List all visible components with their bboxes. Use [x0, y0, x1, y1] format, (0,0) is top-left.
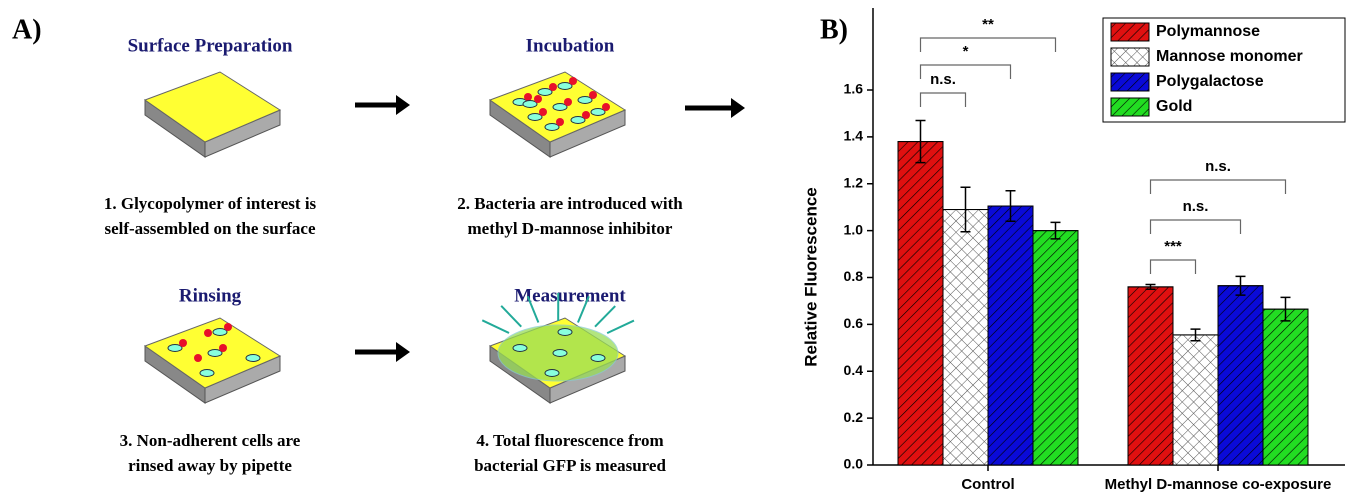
mannose-dot — [556, 118, 564, 126]
legend-label: Gold — [1156, 98, 1192, 115]
ray — [595, 306, 615, 327]
panel-label: A) — [12, 14, 42, 45]
step-caption: 3. Non-adherent cells are — [120, 431, 301, 450]
step-caption: 4. Total fluorescence from — [476, 431, 663, 450]
step-caption: rinsed away by pipette — [128, 456, 292, 475]
bacterium — [578, 97, 592, 104]
y-tick-label: 0.6 — [844, 315, 864, 331]
mannose-dot — [534, 95, 542, 103]
significance-label: * — [963, 43, 969, 60]
y-tick-label: 1.4 — [844, 128, 864, 144]
bacterium — [591, 355, 605, 362]
significance-bracket — [921, 38, 1056, 52]
step-caption: self-assembled on the surface — [104, 219, 316, 238]
bacterium — [558, 329, 572, 336]
y-axis-label: Relative Fluorescence — [801, 187, 820, 367]
significance-bracket — [1151, 260, 1196, 274]
mannose-dot — [224, 323, 232, 331]
bar-pattern — [1218, 286, 1263, 465]
legend-label: Polymannose — [1156, 23, 1260, 40]
y-tick-label: 0.2 — [844, 409, 864, 425]
step-title: Surface Preparation — [128, 35, 293, 56]
arrow-head — [396, 342, 410, 362]
significance-label: n.s. — [930, 71, 956, 88]
legend-label: Mannose monomer — [1156, 48, 1303, 65]
y-tick-label: 1.2 — [844, 174, 864, 190]
mannose-dot — [582, 111, 590, 119]
step-caption: methyl D-mannose inhibitor — [468, 219, 673, 238]
mannose-dot — [204, 329, 212, 337]
bacterium — [545, 124, 559, 131]
bacterium — [591, 109, 605, 116]
bar-pattern — [988, 206, 1033, 465]
significance-label: *** — [1164, 238, 1182, 255]
mannose-dot — [179, 339, 187, 347]
bacterium — [213, 329, 227, 336]
bacterium — [168, 345, 182, 352]
legend-swatch-pattern — [1111, 98, 1149, 116]
mannose-dot — [564, 98, 572, 106]
y-tick-label: 1.0 — [844, 221, 864, 237]
legend-label: Polygalactose — [1156, 73, 1264, 90]
mannose-dot — [194, 354, 202, 362]
significance-label: ** — [982, 16, 994, 33]
bacterium — [538, 89, 552, 96]
mannose-dot — [539, 108, 547, 116]
mannose-dot — [219, 344, 227, 352]
arrow-head — [731, 98, 745, 118]
significance-label: n.s. — [1183, 198, 1209, 215]
mannose-dot — [589, 91, 597, 99]
bar-pattern — [1263, 309, 1308, 465]
y-tick-label: 0.4 — [844, 362, 864, 378]
legend-swatch-pattern — [1111, 73, 1149, 91]
bar-pattern — [898, 142, 943, 465]
mannose-dot — [549, 83, 557, 91]
mannose-dot — [569, 77, 577, 85]
bacterium — [523, 101, 537, 108]
bar-pattern — [1033, 231, 1078, 465]
step-caption: bacterial GFP is measured — [474, 456, 666, 475]
step-caption: 2. Bacteria are introduced with — [457, 194, 683, 213]
bacterium — [246, 355, 260, 362]
step-caption: 1. Glycopolymer of interest is — [104, 194, 317, 213]
bar-pattern — [1173, 335, 1218, 465]
figure: A) Surface Preparation 1. Glycopolymer of… — [0, 0, 1359, 494]
ray — [607, 321, 634, 334]
mannose-dot — [602, 103, 610, 111]
x-tick-label: Methyl D-mannose co-exposure — [1105, 476, 1332, 493]
arrow-head — [396, 95, 410, 115]
bacterium — [200, 370, 214, 377]
significance-bracket — [921, 93, 966, 107]
y-tick-label: 1.6 — [844, 81, 864, 97]
significance-bracket — [1151, 220, 1241, 234]
x-tick-label: Control — [961, 476, 1014, 493]
y-tick-label: 0.0 — [844, 456, 864, 472]
bacterium — [545, 370, 559, 377]
bacterium — [553, 350, 567, 357]
significance-label: n.s. — [1205, 158, 1231, 175]
bacterium — [571, 117, 585, 124]
panel-a: Surface Preparation 1. Glycopolymer of in… — [104, 35, 745, 475]
bacterium — [553, 104, 567, 111]
bacterium — [528, 114, 542, 121]
ray — [482, 320, 509, 333]
y-tick-label: 0.8 — [844, 268, 864, 284]
significance-bracket — [1151, 180, 1286, 194]
bar-pattern — [943, 210, 988, 465]
bacterium — [513, 345, 527, 352]
step-title: Incubation — [526, 35, 615, 56]
legend-swatch-pattern — [1111, 48, 1149, 66]
bacterium — [208, 350, 222, 357]
mannose-dot — [524, 93, 532, 101]
bacterium — [558, 83, 572, 90]
step-title: Rinsing — [179, 285, 242, 306]
bar-pattern — [1128, 287, 1173, 465]
legend-swatch-pattern — [1111, 23, 1149, 41]
panel-label: B) — [820, 14, 848, 45]
ray — [501, 306, 521, 327]
